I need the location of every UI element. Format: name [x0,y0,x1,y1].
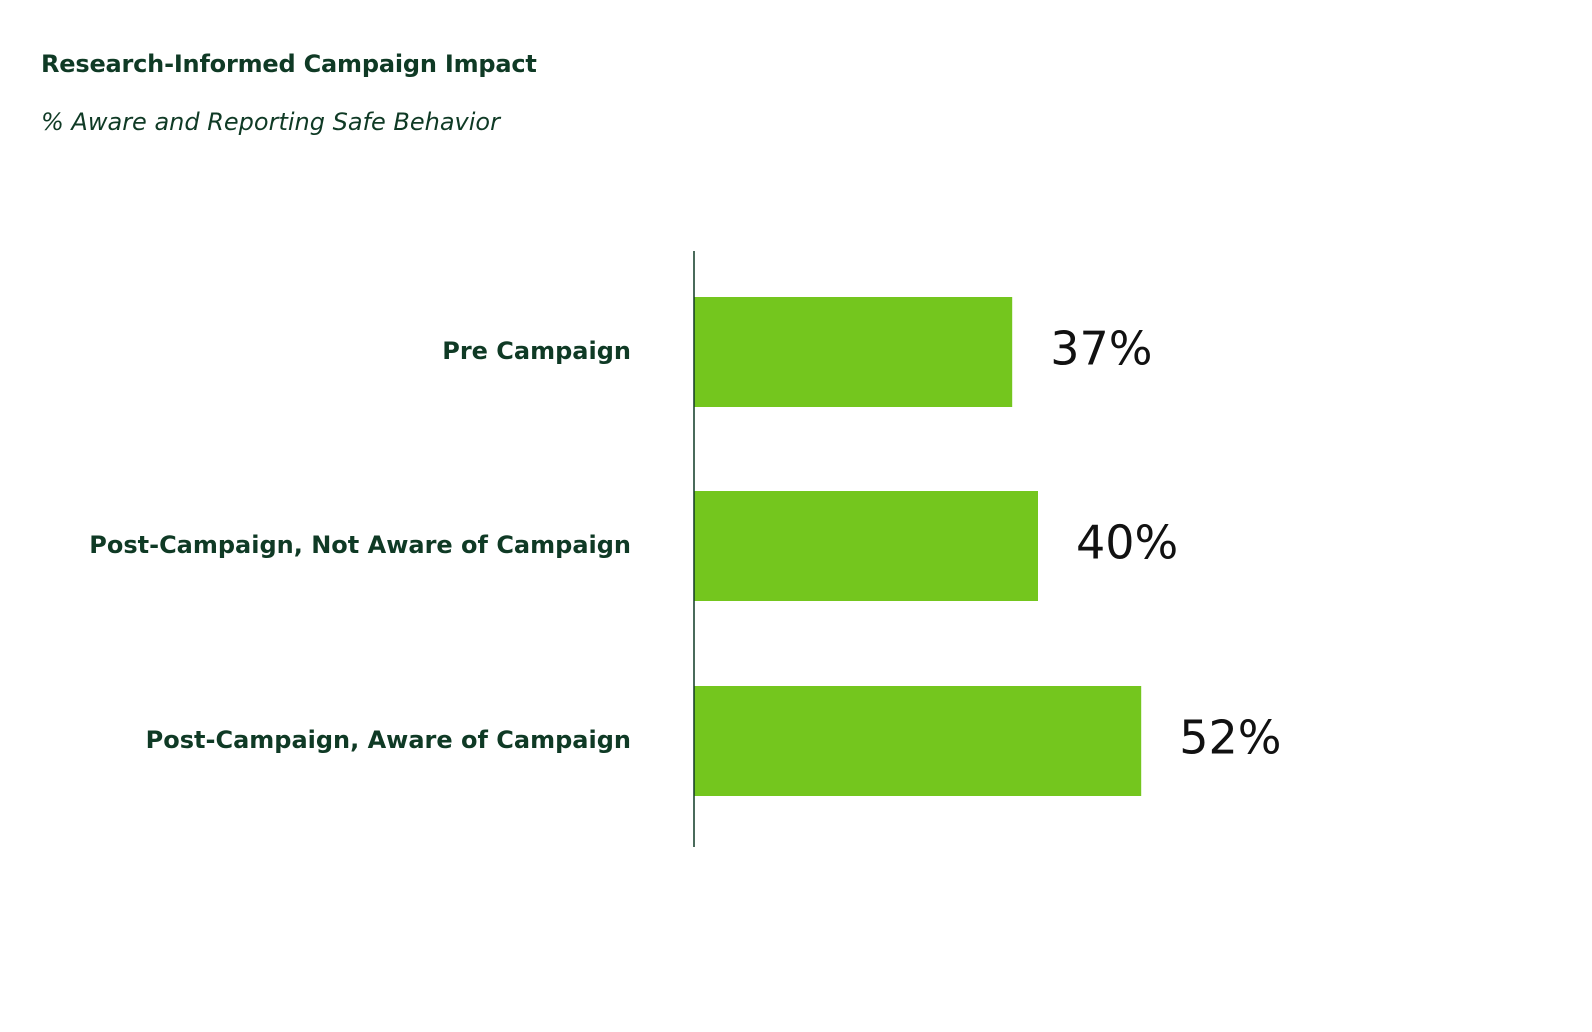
value-label-2: 40% [1076,516,1178,570]
chart-subtitle: % Aware and Reporting Safe Behavior [41,108,500,136]
category-label-1: Pre Campaign [442,337,631,365]
bar-2 [694,491,1038,601]
bars-layer: Pre Campaign 37% Post-Campaign, Not Aware … [89,297,1281,796]
value-label-1: 37% [1050,322,1152,376]
value-label-3: 52% [1179,711,1281,765]
category-label-2: Post-Campaign, Not Aware of Campaign [89,531,631,559]
chart-title: Research-Informed Campaign Impact [41,50,537,78]
category-label-3: Post-Campaign, Aware of Campaign [146,726,631,754]
bar-3 [694,686,1142,796]
bar-1 [694,297,1013,407]
